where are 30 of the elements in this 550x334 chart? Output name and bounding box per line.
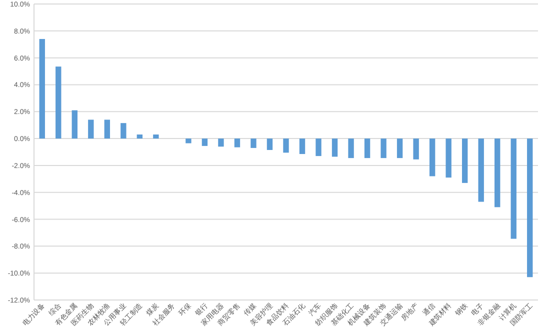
bar <box>120 123 126 139</box>
bar <box>348 138 354 158</box>
bar <box>299 138 306 154</box>
bar <box>332 138 338 157</box>
bar <box>396 138 403 158</box>
bar <box>218 138 224 147</box>
bar <box>104 120 110 139</box>
bar <box>316 138 322 156</box>
bar <box>88 120 94 139</box>
bar <box>234 138 240 148</box>
bar <box>266 138 273 150</box>
bar <box>494 138 500 208</box>
bar <box>429 138 436 176</box>
bar <box>186 138 192 144</box>
bar <box>72 110 78 139</box>
bar <box>136 134 143 139</box>
bar <box>413 138 419 160</box>
bar <box>202 138 208 146</box>
bar <box>39 38 45 139</box>
bar <box>510 138 516 239</box>
bar <box>446 138 452 178</box>
bar <box>153 134 159 139</box>
bar <box>283 138 289 153</box>
bar <box>478 138 484 202</box>
bar <box>462 138 468 183</box>
bar <box>527 138 533 278</box>
bar <box>56 66 62 139</box>
bar <box>250 138 256 148</box>
bar <box>380 138 386 158</box>
bar <box>364 138 370 158</box>
